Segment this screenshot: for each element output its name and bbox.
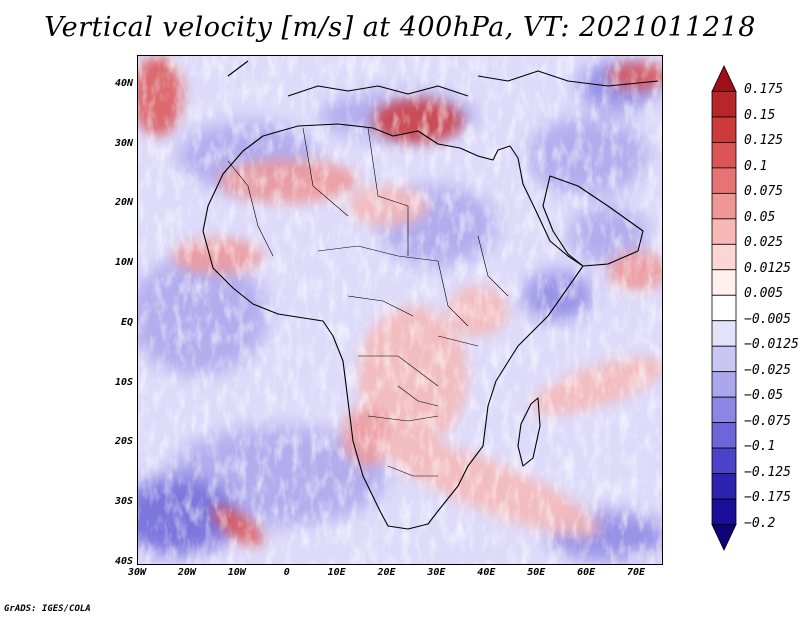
lon-tick-label: 20E xyxy=(377,567,396,578)
colorbar-level-label: −0.05 xyxy=(744,388,784,404)
colorbar-swatch xyxy=(711,524,737,551)
field-texture xyxy=(138,56,662,564)
colorbar-swatch xyxy=(711,396,737,424)
colorbar-level-label: −0.1 xyxy=(744,439,776,455)
colorbar-level-label: −0.005 xyxy=(744,311,791,327)
lon-tick-label: 20W xyxy=(177,567,196,578)
lon-tick-label: 60E xyxy=(577,567,596,578)
colorbar-level-label: −0.2 xyxy=(744,515,776,531)
lat-tick-label: 20S xyxy=(114,436,133,448)
lon-tick-label: 30E xyxy=(427,567,446,578)
colorbar-level-label: 0.025 xyxy=(744,235,784,251)
lat-tick-label: 30N xyxy=(114,137,133,149)
lat-tick-label: 40N xyxy=(114,77,133,89)
colorbar-swatch xyxy=(711,218,737,245)
colorbar-level-label: 0.075 xyxy=(744,184,784,200)
lat-tick-label: 10S xyxy=(114,376,133,388)
colorbar-swatch xyxy=(711,473,737,500)
lon-tick-label: 30W xyxy=(127,567,147,578)
colorbar-level-label: −0.0125 xyxy=(744,337,799,353)
lon-tick-label: 10E xyxy=(327,567,346,578)
colorbar-swatch xyxy=(711,320,737,347)
lon-tick-label: 70E xyxy=(627,567,646,578)
colorbar-level-label: 0.125 xyxy=(744,133,784,149)
colorbar-swatch xyxy=(711,498,737,525)
colorbar-level-label: −0.175 xyxy=(744,490,791,506)
colorbar-level-label: 0.15 xyxy=(744,107,776,123)
madagascar-outline xyxy=(517,397,541,467)
colorbar xyxy=(711,65,737,551)
map-title: Vertical velocity [m/s] at 400hPa, VT: 2… xyxy=(44,12,756,43)
colorbar-level-label: 0.0125 xyxy=(744,260,791,276)
colorbar-swatch xyxy=(711,447,737,474)
colorbar-level-label: −0.075 xyxy=(744,413,791,429)
colorbar-swatch xyxy=(711,167,737,194)
colorbar-swatch xyxy=(711,192,737,220)
colorbar-level-label: −0.125 xyxy=(744,464,791,480)
lat-tick-label: 40S xyxy=(114,556,133,567)
colorbar-level-label: 0.175 xyxy=(744,82,784,98)
colorbar-level-label: 0.005 xyxy=(744,286,784,302)
europe-coast xyxy=(227,60,659,97)
lat-tick-label: 30S xyxy=(114,496,133,508)
colorbar-swatch xyxy=(711,91,737,118)
colorbar-swatch xyxy=(711,422,737,449)
coastline xyxy=(202,60,659,530)
arabian-peninsula-outline xyxy=(542,175,644,267)
colorbar-swatch xyxy=(711,371,737,398)
colorbar-level-label: −0.025 xyxy=(744,362,791,378)
country-borders xyxy=(227,127,509,477)
colorbar-swatch xyxy=(711,269,737,296)
colorbar-swatch xyxy=(711,345,737,373)
footer-credit: GrADS: IGES/COLA xyxy=(4,604,91,614)
colorbar-swatch xyxy=(711,116,737,143)
lon-tick-label: 40E xyxy=(477,567,496,578)
lat-tick-label: 20N xyxy=(114,197,133,209)
lon-tick-label: 50E xyxy=(527,567,546,578)
map-plot-area xyxy=(137,55,663,565)
lon-tick-label: 0 xyxy=(283,567,290,578)
colorbar-swatch xyxy=(711,294,737,322)
colorbar-swatch xyxy=(711,243,737,271)
colorbar-swatch xyxy=(711,142,737,169)
colorbar-level-label: 0.05 xyxy=(744,209,776,225)
lon-tick-label: 10W xyxy=(227,567,246,578)
lat-tick-label: EQ xyxy=(120,316,133,328)
lat-tick-label: 10N xyxy=(114,257,133,269)
colorbar-swatch xyxy=(711,65,737,92)
colorbar-level-label: 0.1 xyxy=(744,158,768,174)
